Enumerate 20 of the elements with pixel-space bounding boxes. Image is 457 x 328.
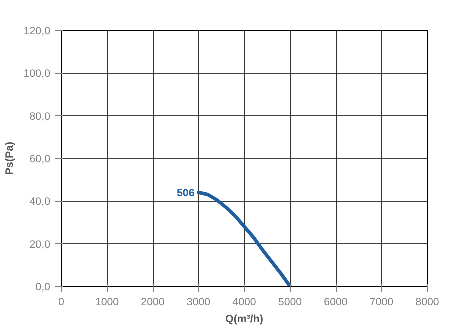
series-label: 506 — [176, 188, 195, 200]
y-tick-label: 120,0 — [24, 26, 51, 38]
x-tick-label: 7000 — [370, 296, 394, 308]
x-tick-label: 4000 — [232, 296, 256, 308]
x-tick-label: 0 — [58, 296, 65, 308]
y-tick-label: 60,0 — [30, 154, 51, 166]
y-tick-label: 100,0 — [24, 68, 51, 80]
y-tick-label: 0,0 — [36, 282, 51, 294]
line-series — [197, 190, 292, 286]
y-axis-title: Ps(Pa) — [4, 141, 16, 176]
x-tick-label: 6000 — [324, 296, 348, 308]
y-tick-label: 20,0 — [30, 238, 51, 251]
y-tick-label: 80,0 — [30, 110, 51, 123]
x-tick-label: 8000 — [416, 296, 440, 308]
y-tick-label: 40,0 — [30, 196, 51, 208]
x-tick-label: 3000 — [186, 296, 211, 308]
x-axis-title: Q(m³/h) — [226, 314, 264, 326]
x-tick-label: 2000 — [141, 296, 165, 308]
x-tick-label: 1000 — [95, 296, 120, 308]
x-tick-label: 5000 — [278, 296, 302, 308]
